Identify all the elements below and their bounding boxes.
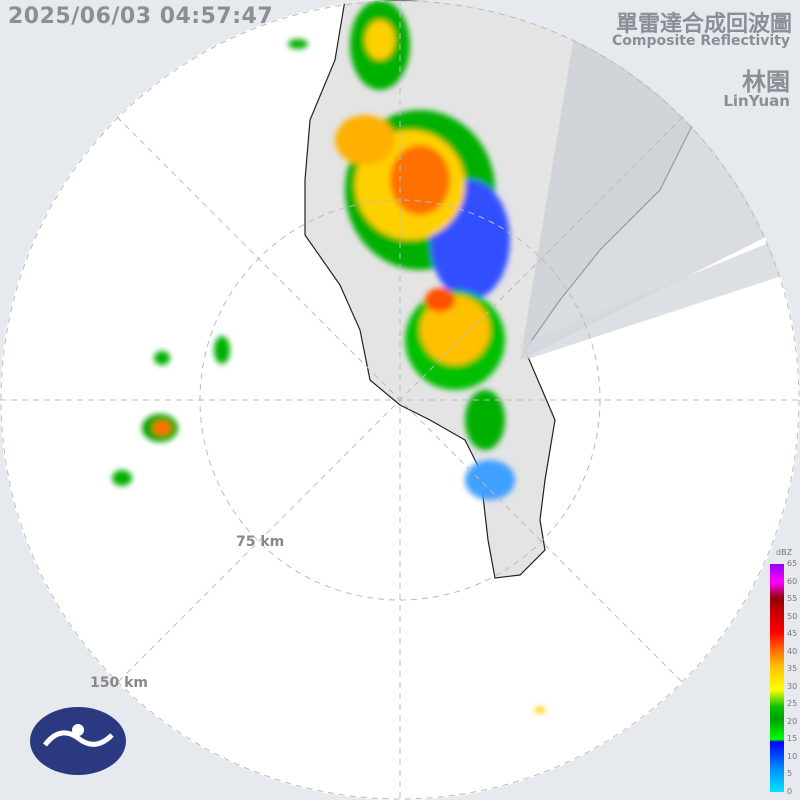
timestamp: 2025/06/03 04:57:47 <box>8 4 274 29</box>
legend-colorbar <box>770 564 784 792</box>
legend-tick: 45 <box>787 629 798 638</box>
legend-tick: 55 <box>787 594 798 603</box>
legend-tick: 15 <box>787 734 798 743</box>
blocked-beam <box>520 230 800 360</box>
legend-tick: 60 <box>787 576 798 586</box>
legend-tick: 50 <box>787 611 798 621</box>
legend-tick: 10 <box>787 751 798 761</box>
legend-tick: 40 <box>787 646 798 656</box>
legend-tick: 5 <box>787 769 793 778</box>
station-name-chinese: 林園 <box>742 68 790 96</box>
legend-tick: 25 <box>787 699 798 708</box>
legend-unit: dBZ <box>776 548 793 557</box>
range-label-150: 150 km <box>90 675 148 691</box>
cwa-logo <box>30 707 126 775</box>
legend-tick: 0 <box>787 786 793 796</box>
echo-layer <box>112 0 546 713</box>
dbz-legend: dBZ 65 60 55 50 45 40 35 30 25 20 15 10 5 0 <box>768 548 800 800</box>
legend-tick: 65 <box>787 559 798 568</box>
legend-tick: 30 <box>787 681 798 691</box>
legend-tick: 35 <box>787 664 798 673</box>
legend-tick: 20 <box>787 716 798 726</box>
title-english: Composite Reflectivity <box>612 33 790 49</box>
station-name-english: LinYuan <box>723 92 790 110</box>
title-chinese: 單雷達合成回波圖 <box>615 12 792 37</box>
range-label-75: 75 km <box>236 534 285 550</box>
